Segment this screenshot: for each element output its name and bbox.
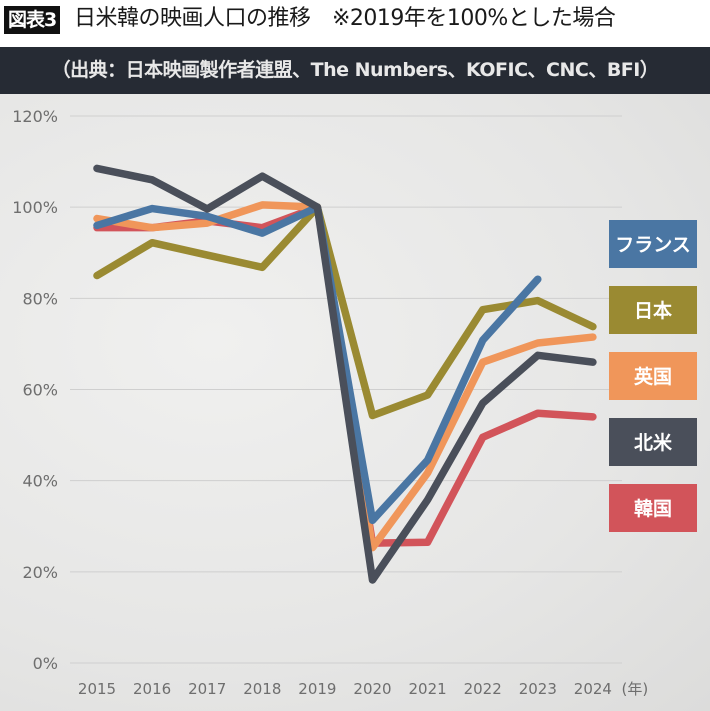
chart-title: 日米韓の映画人口の推移 ※2019年を100%とした場合	[74, 6, 616, 31]
x-tick-label: 2017	[188, 680, 226, 698]
x-tick-label: 2019	[298, 680, 336, 698]
y-axis-ticks: 0% 20% 40% 60% 80% 100% 120%	[12, 107, 58, 673]
legend-label: フランス	[615, 234, 691, 256]
legend-item: フランス	[609, 220, 697, 268]
series-line-フランス	[93, 203, 542, 525]
y-tick-label: 100%	[12, 198, 58, 217]
legend-item: 英国	[609, 352, 697, 400]
legend-swatch	[609, 220, 697, 268]
figure-badge: 図表3	[4, 6, 61, 34]
legend-item: 北米	[609, 418, 697, 466]
legend-item: 韓国	[609, 484, 697, 532]
legend-swatch	[609, 484, 697, 532]
x-tick-label: 2024	[574, 680, 612, 698]
legend-swatch	[609, 286, 697, 334]
legend-label: 北米	[634, 431, 673, 454]
series-line-北米	[93, 164, 597, 584]
x-axis-unit-label: (年)	[622, 680, 649, 698]
legend-item: 日本	[609, 286, 697, 334]
x-tick-label: 2016	[133, 680, 171, 698]
x-tick-label: 2018	[243, 680, 281, 698]
y-tick-label: 120%	[12, 107, 58, 126]
legend-swatch	[609, 418, 697, 466]
legend-swatch	[609, 352, 697, 400]
x-tick-label: 2022	[464, 680, 502, 698]
y-tick-label: 60%	[22, 381, 58, 400]
y-tick-label: 80%	[22, 289, 58, 308]
legend-label: 韓国	[634, 497, 672, 520]
series-lines	[93, 164, 597, 584]
x-axis-ticks: 2015 2016 2017 2018 2019 2020 2021 2022 2023 2024…	[78, 680, 648, 698]
source-banner: （出典：日本映画製作者連盟、The Numbers、KOFIC、CNC、BFI）	[0, 47, 710, 94]
x-tick-label: 2023	[519, 680, 557, 698]
y-tick-label: 40%	[22, 472, 58, 491]
header: 図表3 日米韓の映画人口の推移 ※2019年を100%とした場合	[0, 0, 710, 47]
x-tick-label: 2021	[409, 680, 447, 698]
x-tick-label: 2020	[353, 680, 391, 698]
y-tick-label: 20%	[22, 563, 58, 582]
x-tick-label: 2015	[78, 680, 116, 698]
y-tick-label: 0%	[33, 654, 58, 673]
legend-label: 日本	[634, 299, 672, 322]
legend-label: 英国	[634, 365, 672, 388]
